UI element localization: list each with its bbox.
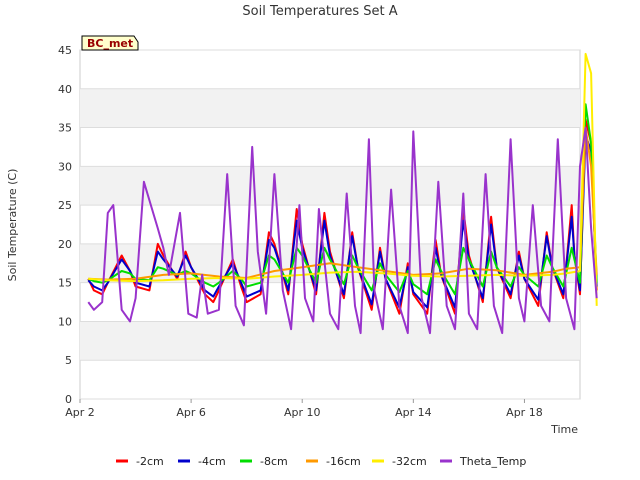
series-line-theta-temp xyxy=(87,126,598,335)
y-tick-label: 25 xyxy=(58,199,72,212)
y-tick-label: 5 xyxy=(65,354,72,367)
x-tick-label: Apr 6 xyxy=(176,406,206,419)
y-tick-label: 0 xyxy=(65,393,72,406)
y-tick-label: 15 xyxy=(58,277,72,290)
site-badge: BC_met xyxy=(81,35,139,51)
legend-label: -16cm xyxy=(326,455,361,468)
legend-label: -32cm xyxy=(392,455,427,468)
legend-label: -8cm xyxy=(260,455,288,468)
x-tick-label: Apr 18 xyxy=(506,406,543,419)
x-tick-label: Apr 14 xyxy=(395,406,432,419)
site-badge-box xyxy=(81,35,139,51)
y-tick-label: 30 xyxy=(58,160,72,173)
y-tick-label: 20 xyxy=(58,238,72,251)
x-tick-label: Apr 10 xyxy=(284,406,321,419)
y-axis-ticks: 0 5 10 15 20 25 30 35 40 45 xyxy=(58,44,72,406)
series-line-4cm xyxy=(87,134,598,309)
grid-band xyxy=(80,321,580,361)
site-badge-label: BC_met xyxy=(87,37,133,50)
grid-band xyxy=(80,88,580,128)
legend-label: -4cm xyxy=(198,455,226,468)
x-axis-label: Time xyxy=(550,423,578,436)
legend: -2cm -4cm -8cm -16cm -32cm Theta_Temp xyxy=(116,455,526,468)
y-tick-label: 10 xyxy=(58,315,72,328)
legend-label: Theta_Temp xyxy=(459,455,526,468)
y-tick-label: 40 xyxy=(58,83,72,96)
x-tick-label: Apr 2 xyxy=(65,406,95,419)
legend-label: -2cm xyxy=(136,455,164,468)
x-axis-ticks: Apr 2 Apr 6 Apr 10 Apr 14 Apr 18 xyxy=(65,399,543,419)
plot-background xyxy=(79,49,581,400)
y-tick-label: 45 xyxy=(58,44,72,57)
series-lines xyxy=(87,52,598,335)
chart-title: Soil Temperatures Set A xyxy=(242,4,397,19)
grid-band xyxy=(80,166,580,206)
y-axis-label: Soil Temperature (C) xyxy=(6,169,19,282)
y-tick-label: 35 xyxy=(58,122,72,135)
